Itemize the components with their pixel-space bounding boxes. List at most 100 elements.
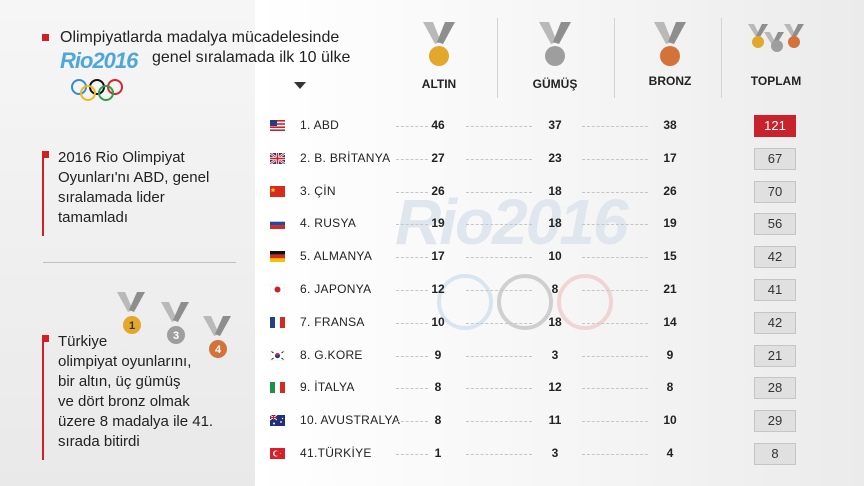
country-name: 5. ALMANYA	[300, 249, 373, 264]
total-count: 21	[754, 344, 796, 367]
silver-count: 37	[548, 118, 562, 132]
row-leader	[582, 355, 648, 358]
row-leader	[396, 126, 428, 128]
divider	[43, 262, 236, 263]
column-divider	[614, 18, 615, 98]
bullet-square	[42, 34, 49, 41]
silver-count: 12	[548, 380, 562, 395]
total-count: 67	[754, 147, 796, 170]
bronze-medal-icon	[654, 22, 686, 66]
bronze-count: 26	[663, 183, 677, 198]
medal-count-bronze: 4	[215, 344, 222, 356]
silver-medal-icon	[539, 22, 571, 66]
uk-flag-icon	[270, 152, 285, 164]
table-row: 5. ALMANYA 17 10 15 42	[270, 246, 830, 269]
row-leader	[396, 158, 428, 161]
italy-flag-icon	[270, 382, 285, 394]
olympic-rings-icon	[71, 79, 123, 101]
row-leader	[396, 421, 428, 423]
total-count: 42	[754, 246, 796, 269]
total-count: 121	[754, 115, 796, 137]
gold-count: 8	[434, 380, 442, 395]
table-row: 2. B. BRİTANYA 27 23 17 67	[270, 147, 830, 170]
rio-logo: Rio2016	[60, 48, 138, 73]
silver-count: 3	[551, 446, 559, 460]
table-row: 7. FRANSA 10 18 14 42	[270, 311, 830, 334]
accent-bar	[42, 342, 44, 460]
total-count: 28	[754, 377, 796, 400]
row-leader	[466, 421, 532, 423]
row-leader	[582, 388, 648, 390]
total-count: 41	[754, 279, 796, 301]
australia-flag-icon	[270, 415, 285, 427]
row-leader	[396, 191, 428, 194]
row-leader	[582, 257, 648, 259]
bronze-count: 14	[663, 314, 677, 329]
row-leader	[466, 224, 532, 226]
row-leader	[582, 421, 648, 423]
bronze-count: 38	[663, 118, 677, 132]
right-panel	[255, 0, 864, 486]
row-leader	[396, 355, 428, 358]
silver-count: 18	[548, 314, 562, 329]
gold-count: 8	[434, 413, 442, 428]
row-leader	[582, 191, 648, 194]
row-leader	[396, 290, 428, 292]
usa-flag-icon	[270, 120, 285, 131]
gold-count: 9	[434, 347, 442, 362]
row-leader	[396, 322, 428, 325]
gold-count: 12	[431, 282, 445, 296]
table-row: 1. ABD 46 37 38 121	[270, 115, 830, 137]
side-note-line: Oyunları'nı ABD, genel	[58, 169, 210, 186]
row-leader	[396, 454, 428, 456]
row-leader	[396, 224, 428, 226]
japan-flag-icon	[270, 284, 285, 295]
triangle-down-icon	[294, 82, 306, 89]
medal-count-gold: 1	[129, 320, 135, 332]
bronze-count: 9	[666, 347, 674, 362]
column-divider	[497, 18, 498, 98]
gold-count: 17	[431, 249, 445, 264]
korea-flag-icon	[270, 349, 285, 361]
side-note-line: üzere 8 madalya ile 41.	[58, 413, 214, 430]
gold-count: 1	[434, 446, 442, 460]
row-leader	[466, 158, 532, 161]
bronze-count: 4	[666, 446, 674, 460]
country-name: 9. İTALYA	[300, 380, 355, 395]
gold-count: 46	[431, 118, 445, 132]
gold-count: 27	[431, 150, 445, 165]
total-count: 42	[754, 311, 796, 334]
silver-count: 8	[551, 282, 559, 296]
bullet-square	[42, 151, 49, 158]
gold-count: 10	[431, 314, 445, 329]
page-title: Olimpiyatlarda madalya mücadelesinde	[60, 29, 340, 46]
country-name: 8. G.KORE	[300, 347, 363, 362]
row-leader	[466, 388, 532, 390]
table-row: 4. RUSYA 19 18 19 56	[270, 213, 830, 236]
country-name: 7. FRANSA	[300, 314, 365, 329]
medal-count-silver: 3	[173, 330, 179, 342]
column-header-bronze: BRONZ	[648, 74, 692, 88]
side-note-line: sırada bitirdi	[58, 433, 140, 450]
total-count: 70	[754, 180, 796, 203]
silver-count: 18	[548, 216, 562, 231]
country-name: 2. B. BRİTANYA	[300, 150, 391, 165]
country-name: 6. JAPONYA	[300, 282, 372, 296]
bronze-count: 10	[663, 413, 677, 428]
row-leader	[582, 224, 648, 226]
row-leader	[466, 257, 532, 259]
row-leader	[466, 126, 532, 128]
country-name: 41.TÜRKİYE	[300, 446, 372, 460]
side-note-turkey: Türkiye olimpiyat oyunlarını, bir altın,…	[58, 332, 213, 452]
side-note-line: tamamladı	[58, 209, 129, 226]
silver-count: 3	[551, 347, 559, 362]
total-count: 29	[754, 410, 796, 433]
side-note-line: 2016 Rio Olimpiyat	[58, 149, 185, 166]
silver-count: 11	[548, 413, 562, 428]
country-name: 3. ÇİN	[300, 183, 336, 198]
table-row: 41.TÜRKİYE 1 3 4 8	[270, 443, 830, 465]
total-count: 56	[754, 213, 796, 236]
table-row: 8. G.KORE 9 3 9 21	[270, 344, 830, 367]
china-flag-icon	[270, 185, 285, 197]
row-leader	[466, 322, 532, 325]
